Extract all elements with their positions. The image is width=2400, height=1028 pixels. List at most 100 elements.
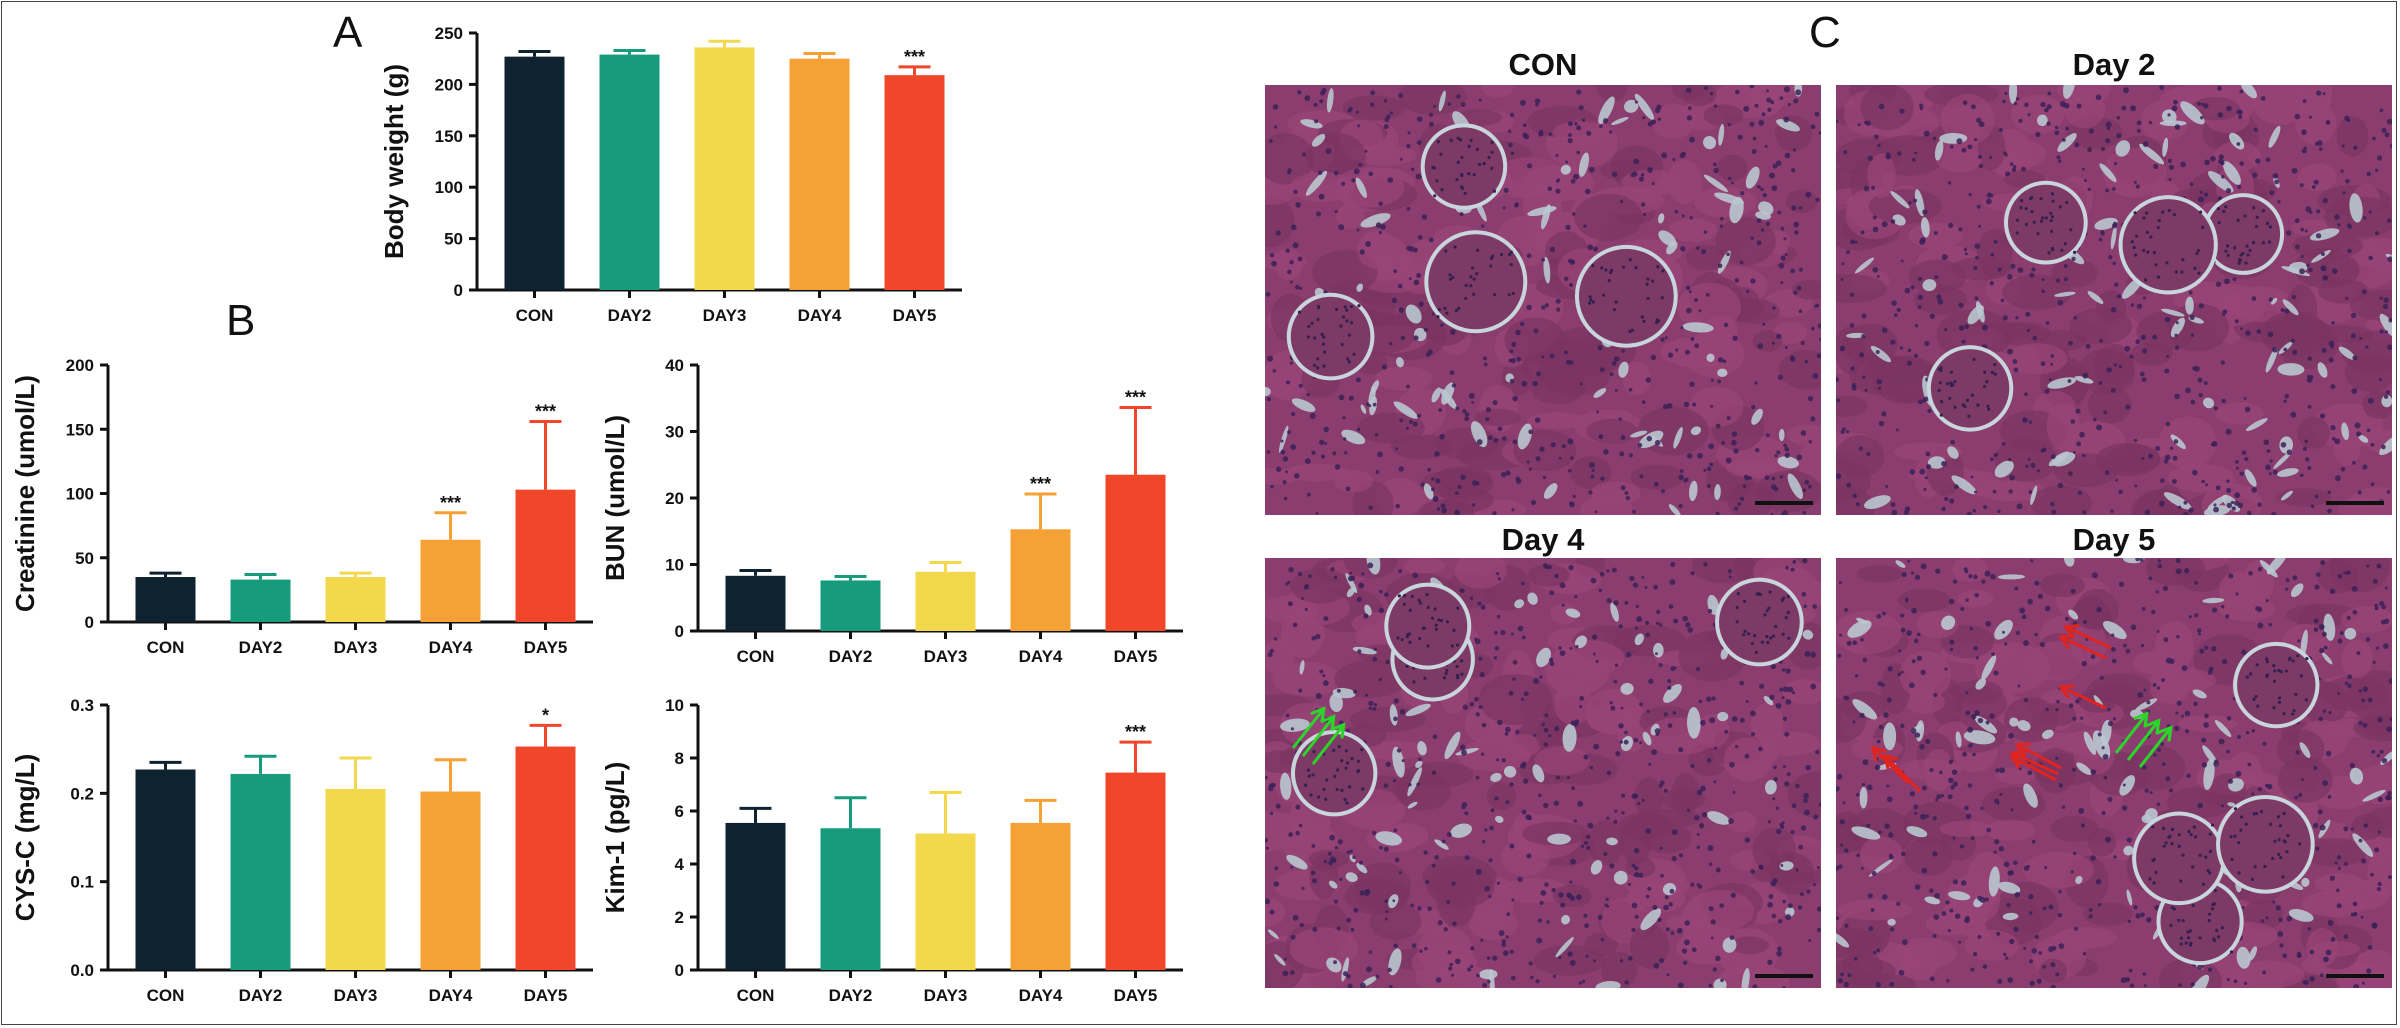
nucleus	[2061, 138, 2066, 142]
bar-con	[135, 577, 196, 622]
nucleus	[2107, 721, 2114, 727]
nucleus	[1791, 803, 1797, 809]
nucleus	[2237, 871, 2241, 875]
nucleus	[2181, 665, 2188, 671]
nucleus	[2245, 730, 2250, 735]
nucleus	[1445, 311, 1449, 315]
nucleus	[1301, 597, 1304, 600]
nucleus	[1765, 221, 1771, 226]
nucleus	[1739, 717, 1745, 723]
nucleus	[2188, 507, 2194, 513]
stain-patch	[1836, 274, 1887, 304]
tubule-lumen	[1892, 214, 1906, 226]
nucleus	[2277, 931, 2284, 938]
nucleus	[2177, 833, 2181, 837]
nucleus	[1732, 790, 1736, 794]
stain-patch	[1836, 486, 1875, 515]
nucleus	[2162, 844, 2166, 848]
nucleus	[1843, 981, 1849, 988]
nucleus	[2345, 296, 2349, 300]
nucleus	[2152, 881, 2156, 885]
nucleus	[1601, 293, 1606, 297]
nucleus	[1898, 969, 1905, 976]
nucleus	[1623, 739, 1629, 745]
nucleus	[1704, 86, 1709, 91]
nucleus	[2383, 394, 2389, 399]
tubule-lumen	[1356, 863, 1368, 874]
nucleus	[1751, 404, 1756, 410]
tubule-lumen	[2270, 297, 2278, 305]
nucleus	[1618, 417, 1622, 421]
stain-patch	[1486, 782, 1517, 810]
nucleus	[1314, 633, 1321, 640]
nucleus	[1765, 635, 1769, 639]
nucleus	[1480, 938, 1484, 942]
nucleus	[1304, 95, 1311, 102]
nucleus	[1911, 659, 1916, 664]
nucleus	[2252, 812, 2256, 816]
nucleus	[2328, 340, 2335, 347]
nucleus	[2300, 254, 2304, 259]
nucleus	[1974, 243, 1981, 250]
nucleus	[2282, 953, 2288, 959]
nucleus	[1836, 119, 1839, 124]
nucleus	[2051, 945, 2057, 951]
nucleus	[2245, 675, 2249, 679]
tubule-lumen	[1779, 861, 1794, 871]
nucleus	[1836, 786, 1840, 792]
nucleus	[1321, 342, 1326, 346]
nucleus	[1956, 138, 1963, 145]
nucleus	[1919, 103, 1924, 108]
nucleus	[1333, 960, 1338, 965]
nucleus	[2354, 422, 2361, 429]
nucleus	[2300, 227, 2305, 232]
nucleus	[1422, 626, 1426, 630]
stain-patch	[1374, 366, 1433, 391]
nucleus	[1664, 895, 1669, 900]
nucleus	[1402, 602, 1407, 606]
nucleus	[1998, 846, 2005, 852]
nucleus	[1469, 596, 1474, 600]
nucleus	[1696, 246, 1700, 250]
nucleus	[2136, 303, 2143, 310]
nucleus	[1520, 697, 1525, 701]
nucleus	[1602, 118, 1609, 124]
nucleus	[1586, 845, 1591, 850]
nucleus	[2063, 277, 2068, 282]
nucleus	[2055, 756, 2059, 760]
nucleus	[1760, 228, 1765, 232]
nucleus	[2260, 919, 2265, 923]
nucleus	[2082, 510, 2087, 515]
nucleus	[2190, 982, 2195, 987]
bar-day3	[325, 788, 386, 970]
stain-patch	[1964, 929, 2019, 961]
nucleus	[1410, 903, 1415, 908]
nucleus	[2004, 642, 2008, 646]
glomerulus	[2122, 199, 2214, 291]
nucleus	[2132, 245, 2136, 250]
nucleus	[2189, 941, 2193, 946]
nucleus	[1368, 700, 1374, 707]
nucleus	[1660, 337, 1665, 342]
x-tick-label: CON	[737, 986, 775, 1005]
nucleus	[1493, 438, 1499, 443]
nucleus	[2262, 741, 2267, 746]
nucleus	[1606, 597, 1612, 604]
nucleus	[1632, 171, 1638, 177]
nucleus	[2175, 568, 2182, 575]
stain-patch	[1265, 899, 1286, 927]
nucleus	[1490, 150, 1494, 154]
nucleus	[1872, 226, 1879, 233]
nucleus	[2170, 446, 2174, 450]
nucleus	[2304, 229, 2308, 233]
bar-day2	[820, 580, 881, 631]
stain-patch	[1994, 767, 2036, 785]
nucleus	[1639, 702, 1643, 707]
nucleus	[2123, 643, 2127, 648]
nucleus	[2239, 815, 2244, 819]
nucleus	[1502, 950, 1509, 956]
x-tick-label: DAY2	[829, 986, 873, 1005]
nucleus	[2198, 936, 2202, 940]
tubule-lumen	[2068, 609, 2079, 620]
